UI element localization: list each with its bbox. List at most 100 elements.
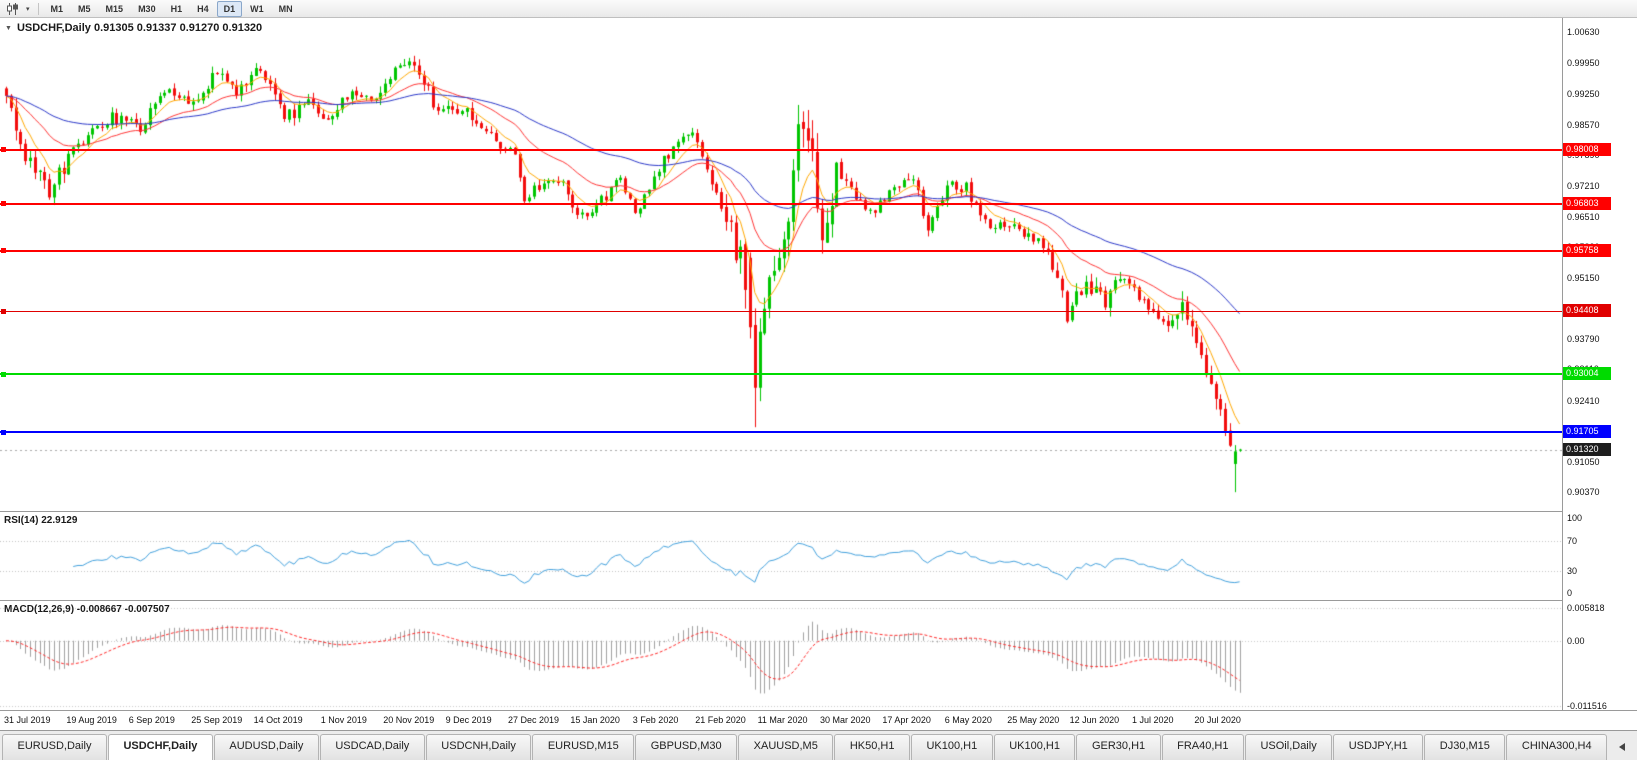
price-tick: 0.92410 [1567,395,1600,406]
chart-tab-china300-h4[interactable]: CHINA300,H4 [1506,734,1608,760]
date-label: 9 Dec 2019 [445,715,492,725]
line-anchor-handle[interactable] [1,147,6,153]
date-label: 6 May 2020 [944,715,992,725]
current-price-label: 0.91320 [1563,442,1611,456]
chart-type-caret-icon[interactable]: ▾ [26,5,30,13]
tab-scroll-left-icon [1619,743,1625,751]
chart-tabs-bar: EURUSD,Daily USDCHF,Daily AUDUSD,Daily USDC… [0,730,1637,760]
line-anchor-handle[interactable] [1,248,6,254]
chart-tab-xauusd-m5[interactable]: XAUUSD,M5 [738,734,834,760]
rsi-tick: 0 [1567,588,1573,598]
chart-tab-eurusd-daily[interactable]: EURUSD,Daily [2,734,107,760]
line-anchor-handle[interactable] [1,201,6,207]
macd-indicator-canvas[interactable] [0,601,1562,710]
chart-tab-uk100-h1[interactable]: UK100,H1 [910,734,993,760]
chart-tab-dj30-m15[interactable]: DJ30,M15 [1424,734,1506,760]
date-label: 17 Apr 2020 [882,715,931,725]
collapse-toggle-icon[interactable]: ▼ [5,24,12,32]
chart-tab-hk50-h1[interactable]: HK50,H1 [834,734,910,760]
line-anchor-handle[interactable] [1,371,6,377]
date-label: 12 Jun 2020 [1069,715,1120,725]
horizontal-line-0.94408[interactable] [0,310,1562,312]
date-label: 6 Sep 2019 [128,715,175,725]
date-label: 30 Mar 2020 [820,715,871,725]
macd-label: MACD(12,26,9) -0.008667 -0.007507 [4,604,170,615]
date-label: 25 May 2020 [1007,715,1060,725]
horizontal-line-0.93004[interactable] [0,373,1562,376]
macd-panel-separator[interactable] [0,600,1637,601]
date-label: 20 Nov 2019 [383,715,435,725]
rsi-indicator-canvas[interactable] [0,512,1562,600]
price-tick: 0.99950 [1567,57,1600,68]
macd-tick: -0.011516 [1567,701,1607,712]
chart-tab-usdcnh-daily[interactable]: USDCNH,Daily [425,734,532,760]
price-tick: 0.91050 [1567,456,1600,467]
chart-type-icon[interactable] [4,2,22,16]
chart-tab-fra40-h1[interactable]: FRA40,H1 [1161,734,1244,760]
price-tick: 0.97210 [1567,180,1600,191]
chart-tab-uk100-h1[interactable]: UK100,H1 [993,734,1076,760]
line-anchor-handle[interactable] [1,308,6,314]
timeframe-button-h4[interactable]: H4 [197,3,209,14]
price-axis[interactable]: 1.006300.999500.992500.985700.978900.972… [1562,18,1637,712]
price-tick: 0.93790 [1567,333,1600,344]
macd-tick: 0.00 [1567,635,1585,646]
rsi-label: RSI(14) 22.9129 [4,515,78,526]
level-price-label: 0.93004 [1563,367,1611,381]
rsi-tick: 70 [1567,535,1578,546]
date-label: 25 Sep 2019 [191,715,243,725]
timeframe-button-w1[interactable]: W1 [250,3,264,14]
chart-tab-usdjpy-h1[interactable]: USDJPY,H1 [1333,734,1424,760]
chart-tab-audusd-daily[interactable]: AUDUSD,Daily [213,734,319,760]
horizontal-line-0.91705[interactable] [0,431,1562,434]
date-label: 20 Jul 2020 [1194,715,1241,725]
chart-tab-gbpusd-m30[interactable]: GBPUSD,M30 [635,734,738,760]
chart-tab-usdcad-daily[interactable]: USDCAD,Daily [319,734,425,760]
timeframe-button-m1[interactable]: M1 [50,3,64,14]
timeframe-button-d1[interactable]: D1 [216,0,243,17]
chart-tab-eurusd-m15[interactable]: EURUSD,M15 [532,734,635,760]
chart-tabs: EURUSD,Daily USDCHF,Daily AUDUSD,Daily USDC… [1,734,1608,760]
tab-scroll-button[interactable] [1607,734,1637,760]
rsi-tick: 30 [1567,565,1578,576]
macd-tick: 0.005818 [1567,602,1605,613]
horizontal-line-0.95758[interactable] [0,249,1562,252]
chart-tab-ger30-h1[interactable]: GER30,H1 [1076,734,1161,760]
date-label: 14 Oct 2019 [253,715,303,725]
chart-title: ▼ USDCHF,Daily 0.91305 0.91337 0.91270 0… [5,22,262,34]
level-price-label: 0.98008 [1563,142,1611,156]
timeframe-button-m5[interactable]: M5 [78,3,91,14]
rsi-tick: 100 [1567,513,1583,523]
price-chart-canvas[interactable] [0,18,1562,511]
date-label: 1 Jul 2020 [1132,715,1174,725]
rsi-panel-separator[interactable] [0,511,1637,512]
level-price-label: 0.96803 [1563,196,1611,210]
date-label: 15 Jan 2020 [570,715,620,725]
chart-tab-usoil-daily[interactable]: USOil,Daily [1244,734,1333,760]
date-label: 1 Nov 2019 [320,715,367,725]
timeframe-button-h1[interactable]: H1 [170,3,183,14]
time-axis[interactable]: 31 Jul 2019 19 Aug 2019 6 Sep 2019 25 Sep 2… [0,710,1637,730]
date-label: 21 Feb 2020 [695,715,746,725]
timeframe-button-group: M1 M5 M15 M30 H1 H4 D1 W1 MN [44,0,300,17]
date-label: 3 Feb 2020 [632,715,679,725]
level-price-label: 0.91705 [1563,425,1611,439]
price-tick: 0.96510 [1567,211,1600,222]
date-label: 27 Dec 2019 [508,715,560,725]
price-tick: 0.90370 [1567,487,1600,498]
price-tick: 0.95150 [1567,272,1600,283]
level-price-label: 0.94408 [1563,304,1611,318]
horizontal-line-0.98008[interactable] [0,148,1562,151]
candlestick-glyph [7,2,18,15]
chart-tab-usdchf-daily[interactable]: USDCHF,Daily [107,734,213,760]
price-tick: 1.00630 [1567,27,1600,38]
timeframe-button-m15[interactable]: M15 [105,3,124,14]
timeframe-button-m30[interactable]: M30 [138,3,156,14]
line-anchor-handle[interactable] [1,429,6,435]
chart-title-text: USDCHF,Daily 0.91305 0.91337 0.91270 0.9… [16,22,263,34]
timeframe-button-mn[interactable]: MN [278,3,293,14]
horizontal-line-0.96803[interactable] [0,202,1562,205]
date-label: 11 Mar 2020 [757,715,808,725]
toolbar-separator [37,2,39,15]
price-tick: 0.98570 [1567,119,1600,130]
